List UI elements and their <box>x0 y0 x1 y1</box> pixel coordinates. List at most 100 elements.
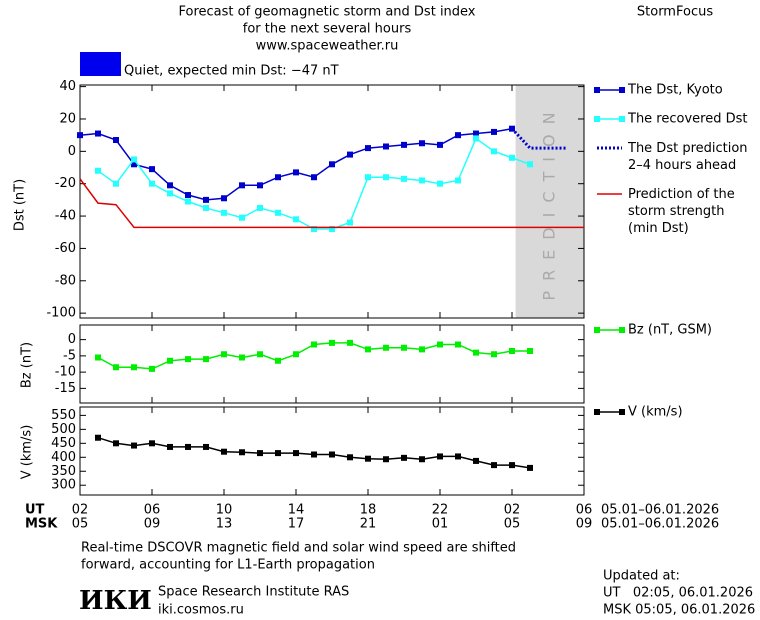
plot-frame <box>79 324 585 404</box>
title-line: Forecast of geomagnetic storm and Dst in… <box>178 5 475 20</box>
legend-label: Prediction of the storm strength (min Dst) <box>628 187 735 236</box>
data-point <box>167 190 173 197</box>
data-point <box>203 204 209 211</box>
updated-line: MSK 05:05, 06.01.2026 <box>603 603 755 618</box>
data-point <box>149 440 155 447</box>
site: iki.cosmos.ru <box>158 603 244 618</box>
data-point <box>221 351 227 358</box>
data-point <box>383 143 389 150</box>
data-point <box>203 356 209 363</box>
data-point <box>401 141 407 148</box>
data-point <box>329 226 335 233</box>
data-point <box>113 137 119 144</box>
legend-marker <box>619 327 625 333</box>
x-tick-label: 09 <box>144 517 161 532</box>
x-tick-label: 01 <box>432 517 449 532</box>
data-point <box>509 125 515 132</box>
x-tick-label: 06 <box>144 503 161 518</box>
title-line: for the next several hours <box>243 22 412 37</box>
note-line: Real-time DSCOVR magnetic field and sola… <box>81 541 516 556</box>
data-point <box>257 351 263 358</box>
legend-label: Bz (nT, GSM) <box>628 323 712 338</box>
y-tick-label: -80 <box>55 273 76 288</box>
legend-marker <box>619 409 625 415</box>
y-tick-label: 40 <box>59 79 76 94</box>
series-line <box>97 137 531 230</box>
data-point <box>257 204 263 211</box>
data-point <box>491 351 497 358</box>
data-point <box>149 365 155 372</box>
brand: StormFocus <box>637 5 713 20</box>
y-tick-label: 500 <box>51 422 76 437</box>
data-point <box>275 357 281 364</box>
data-point <box>419 177 425 184</box>
y-tick-label: 400 <box>51 450 76 465</box>
data-point <box>203 443 209 450</box>
data-point <box>311 174 317 181</box>
y-axis-label: V (km/s) <box>20 425 35 480</box>
data-point <box>329 451 335 458</box>
x-tick-label: 21 <box>360 517 377 532</box>
y-axis-label: Dst (nT) <box>13 179 28 231</box>
logo: ИКИ <box>79 586 152 616</box>
data-point <box>365 346 371 353</box>
plot-frame <box>79 84 585 319</box>
data-point <box>275 174 281 181</box>
y-tick-label: 350 <box>51 464 76 479</box>
data-point <box>347 339 353 346</box>
x-tick-label: 02 <box>72 503 89 518</box>
time-row-label: UT <box>25 503 45 518</box>
data-point <box>95 167 101 174</box>
data-point <box>383 344 389 351</box>
data-point <box>185 192 191 199</box>
y-tick-label: -5 <box>63 348 76 363</box>
series-line <box>79 178 584 229</box>
y-tick-label: 450 <box>51 436 76 451</box>
legend-marker <box>594 327 600 333</box>
data-point <box>437 180 443 187</box>
data-point <box>437 453 443 460</box>
data-point <box>293 169 299 176</box>
data-point <box>473 130 479 137</box>
x-tick-label: 05 <box>504 517 521 532</box>
series-line <box>510 127 566 150</box>
x-tick-label: 10 <box>216 503 233 518</box>
legend-marker <box>619 87 625 93</box>
legend-label: The recovered Dst <box>627 112 747 127</box>
prediction-label: PREDICTION <box>539 102 558 300</box>
data-point <box>113 440 119 447</box>
data-point <box>419 456 425 463</box>
data-point <box>293 450 299 457</box>
data-point <box>347 219 353 226</box>
data-point <box>239 214 245 221</box>
data-point <box>527 464 533 471</box>
data-point <box>257 450 263 457</box>
data-point <box>491 128 497 135</box>
data-point <box>329 339 335 346</box>
data-point <box>131 161 137 168</box>
legend-label: The Dst prediction 2–4 hours ahead <box>627 141 748 173</box>
x-tick-label: 17 <box>288 517 305 532</box>
x-tick-label: 14 <box>288 503 305 518</box>
plot-frame <box>79 406 585 496</box>
prediction-band <box>515 85 584 318</box>
title-line: www.spaceweather.ru <box>256 39 399 54</box>
data-point <box>239 182 245 189</box>
legend-label: The Dst, Kyoto <box>627 83 723 98</box>
y-tick-label: -40 <box>55 209 76 224</box>
data-point <box>113 364 119 371</box>
y-tick-label: 0 <box>68 332 76 347</box>
data-point <box>95 354 101 361</box>
data-point <box>293 216 299 223</box>
data-point <box>491 148 497 155</box>
y-tick-label: -20 <box>55 176 76 191</box>
y-tick-label: 0 <box>68 144 76 159</box>
data-point <box>275 450 281 457</box>
data-point <box>509 462 515 469</box>
x-tick-label: 09 <box>576 517 593 532</box>
data-point <box>509 154 515 161</box>
data-point <box>185 443 191 450</box>
data-point <box>347 454 353 461</box>
data-point <box>437 141 443 148</box>
